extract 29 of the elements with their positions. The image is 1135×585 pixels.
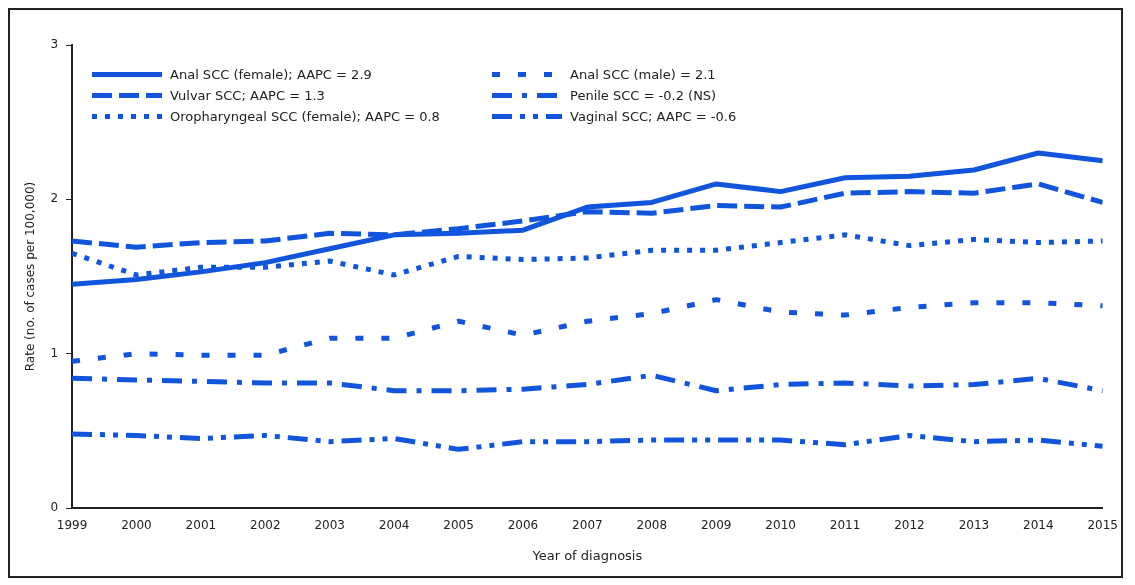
legend-label: Vaginal SCC; AAPC = -0.6 — [570, 109, 737, 124]
x-tick-label: 2005 — [443, 518, 474, 533]
x-axis-title: Year of diagnosis — [531, 547, 643, 563]
x-tick-label: 2010 — [765, 518, 796, 533]
x-tick-label: 2012 — [894, 518, 925, 533]
x-tick-label: 2003 — [314, 518, 345, 533]
legend-label: Oropharyngeal SCC (female); AAPC = 0.8 — [170, 109, 440, 124]
x-tick-label: 2001 — [185, 518, 217, 533]
legend-label: Anal SCC (female); AAPC = 2.9 — [170, 67, 372, 82]
x-tick-label: 2008 — [636, 518, 668, 533]
x-tick-label: 2013 — [958, 518, 990, 533]
y-tick-label: 1 — [50, 345, 59, 360]
legend-label: Anal SCC (male) = 2.1 — [570, 67, 716, 82]
y-tick-label: 2 — [50, 191, 59, 206]
x-tick-label: 2014 — [1023, 518, 1054, 533]
x-tick-label: 2004 — [378, 518, 410, 533]
legend-label: Vulvar SCC; AAPC = 1.3 — [170, 88, 325, 103]
x-tick-label: 2015 — [1087, 518, 1118, 533]
y-tick-label: 0 — [50, 500, 59, 515]
x-tick-label: 2000 — [121, 518, 152, 533]
y-axis-title: Rate (no. of cases per 100,000) — [23, 181, 38, 372]
x-tick-label: 2011 — [829, 518, 861, 533]
x-tick-label: 2009 — [700, 518, 732, 533]
x-tick-label: 2007 — [572, 518, 603, 533]
x-tick-label: 2006 — [507, 518, 539, 533]
legend-label: Penile SCC = -0.2 (NS) — [570, 88, 717, 103]
x-tick-label: 2002 — [250, 518, 281, 533]
x-tick-label: 1999 — [56, 518, 88, 533]
y-tick-label: 3 — [50, 37, 59, 52]
